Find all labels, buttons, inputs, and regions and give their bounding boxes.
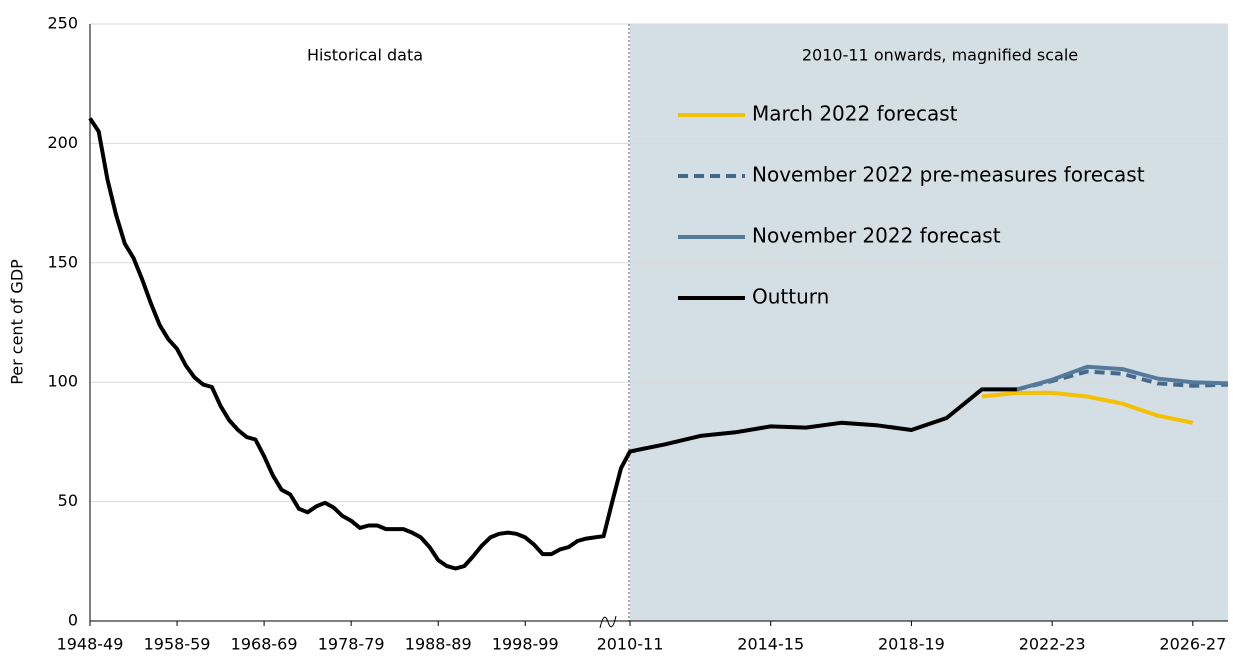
y-axis-label: Per cent of GDP (8, 259, 27, 385)
legend: March 2022 forecast November 2022 pre-mea… (678, 102, 1145, 309)
y-tick-label: 200 (47, 133, 78, 152)
x-tick-label: 1978-79 (318, 635, 385, 654)
x-tick-label: 1988-89 (405, 635, 472, 654)
axis-break (599, 615, 617, 629)
x-tick-label: 2010-11 (597, 635, 664, 654)
x-tick-label: 2022-23 (1019, 635, 1086, 654)
x-tick-label: 1998-99 (492, 635, 559, 654)
y-tick-label: 0 (68, 611, 78, 630)
legend-label: March 2022 forecast (752, 102, 958, 126)
series-line (1016, 364, 1229, 392)
x-tick-label: 1958-59 (144, 635, 211, 654)
plot-area (88, 23, 1229, 626)
annotation: 2010-11 onwards, magnified scale (802, 46, 1078, 65)
x-tick-label: 2026-27 (1159, 635, 1226, 654)
series-line (88, 117, 1017, 571)
series-line (981, 390, 1194, 425)
y-tick-label: 150 (47, 252, 78, 271)
x-tick-label: 1968-69 (231, 635, 298, 654)
y-tick-label: 50 (58, 491, 78, 510)
legend-label: November 2022 forecast (752, 224, 1001, 248)
x-tick-label: 2014-15 (737, 635, 804, 654)
annotation: Historical data (307, 46, 423, 65)
legend-label: November 2022 pre-measures forecast (752, 163, 1145, 187)
legend-label: Outturn (752, 285, 829, 309)
x-tick-label: 1948-49 (57, 635, 124, 654)
shaded-region (630, 24, 1228, 621)
y-tick-label: 100 (47, 372, 78, 391)
y-tick-label: 250 (47, 14, 78, 33)
x-tick-label: 2018-19 (878, 635, 945, 654)
